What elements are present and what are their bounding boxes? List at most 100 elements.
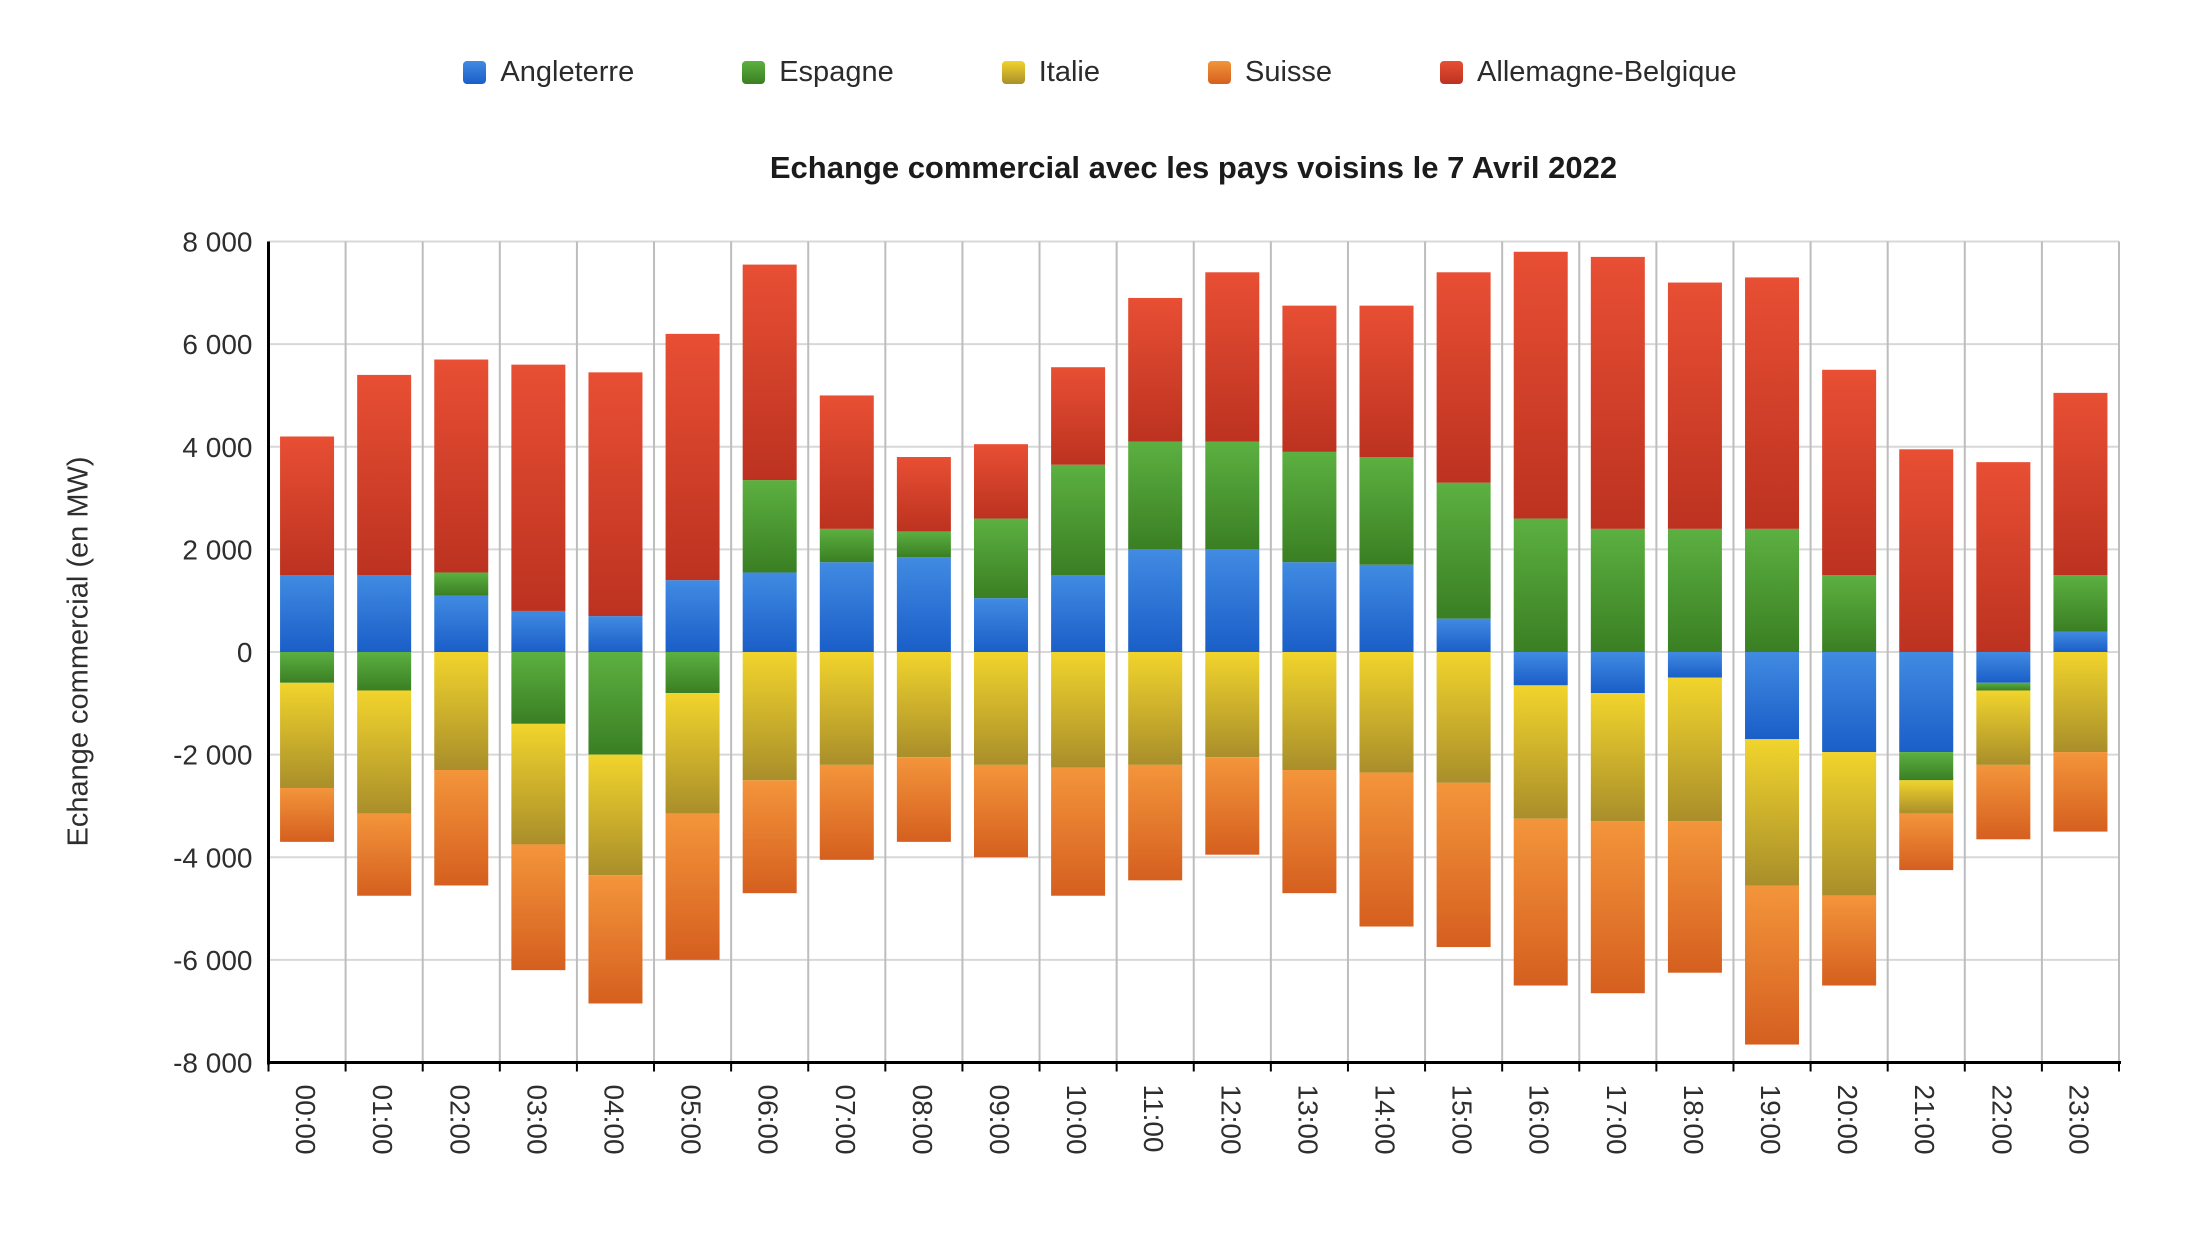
legend-item-allemagne-belgique[interactable]: Allemagne-Belgique [1440,56,1737,89]
bar-segment-italie-01:00[interactable] [357,690,412,814]
bar-segment-angleterre-14:00[interactable] [1359,564,1414,652]
bar-segment-espagne-03:00[interactable] [511,652,566,724]
bar-segment-espagne-11:00[interactable] [1128,441,1183,550]
bar-segment-italie-19:00[interactable] [1745,739,1800,886]
bar-segment-allemagne-belgique-02:00[interactable] [434,359,489,573]
bar-segment-italie-00:00[interactable] [280,682,335,788]
bar-segment-allemagne-belgique-08:00[interactable] [896,457,951,532]
bar-segment-allemagne-belgique-16:00[interactable] [1513,251,1568,519]
bar-segment-allemagne-belgique-12:00[interactable] [1205,272,1260,442]
bar-segment-allemagne-belgique-04:00[interactable] [588,372,643,617]
bar-segment-italie-09:00[interactable] [973,652,1028,765]
bar-segment-espagne-06:00[interactable] [742,480,797,573]
bar-segment-espagne-21:00[interactable] [1899,752,1954,781]
legend-item-espagne[interactable]: Espagne [742,56,894,89]
bar-segment-espagne-04:00[interactable] [588,652,643,755]
bar-segment-angleterre-11:00[interactable] [1128,549,1183,652]
bar-segment-allemagne-belgique-19:00[interactable] [1745,277,1800,529]
bar-segment-allemagne-belgique-01:00[interactable] [357,374,412,576]
bar-segment-angleterre-02:00[interactable] [434,595,489,652]
bar-segment-allemagne-belgique-23:00[interactable] [2053,392,2108,576]
bar-segment-angleterre-23:00[interactable] [2053,631,2108,652]
bar-segment-angleterre-01:00[interactable] [357,575,412,652]
bar-segment-angleterre-13:00[interactable] [1282,562,1337,652]
bar-segment-espagne-12:00[interactable] [1205,441,1260,550]
bar-segment-italie-18:00[interactable] [1667,677,1722,822]
bar-segment-allemagne-belgique-21:00[interactable] [1899,449,1954,652]
bar-segment-angleterre-17:00[interactable] [1590,652,1645,694]
bar-segment-espagne-17:00[interactable] [1590,528,1645,652]
bar-segment-italie-20:00[interactable] [1822,752,1877,896]
bar-segment-italie-08:00[interactable] [896,652,951,758]
bar-segment-italie-05:00[interactable] [665,693,720,814]
bar-segment-suisse-23:00[interactable] [2053,752,2108,832]
bar-segment-suisse-16:00[interactable] [1513,818,1568,986]
bar-segment-suisse-19:00[interactable] [1745,885,1800,1045]
bar-segment-espagne-02:00[interactable] [434,572,489,596]
bar-segment-angleterre-15:00[interactable] [1436,618,1491,652]
bar-segment-espagne-10:00[interactable] [1051,464,1106,576]
bar-segment-suisse-01:00[interactable] [357,813,412,896]
bar-segment-angleterre-09:00[interactable] [973,598,1028,652]
bar-segment-espagne-09:00[interactable] [973,518,1028,599]
bar-segment-angleterre-21:00[interactable] [1899,652,1954,753]
bar-segment-espagne-18:00[interactable] [1667,528,1722,652]
bar-segment-angleterre-07:00[interactable] [819,562,874,652]
bar-segment-angleterre-12:00[interactable] [1205,549,1260,652]
bar-segment-allemagne-belgique-18:00[interactable] [1667,282,1722,529]
bar-segment-angleterre-10:00[interactable] [1051,575,1106,652]
bar-segment-espagne-07:00[interactable] [819,528,874,563]
bar-segment-allemagne-belgique-07:00[interactable] [819,395,874,529]
bar-segment-italie-11:00[interactable] [1128,652,1183,765]
bar-segment-suisse-12:00[interactable] [1205,757,1260,855]
bar-segment-suisse-21:00[interactable] [1899,813,1954,871]
bar-segment-suisse-10:00[interactable] [1051,767,1106,896]
bar-segment-espagne-19:00[interactable] [1745,528,1800,652]
bar-segment-angleterre-19:00[interactable] [1745,652,1800,740]
bar-segment-suisse-04:00[interactable] [588,875,643,1004]
legend-item-angleterre[interactable]: Angleterre [463,56,634,89]
bar-segment-angleterre-22:00[interactable] [1976,652,2031,683]
bar-segment-angleterre-03:00[interactable] [511,610,566,652]
bar-segment-suisse-03:00[interactable] [511,844,566,971]
bar-segment-italie-14:00[interactable] [1359,652,1414,773]
bar-segment-suisse-05:00[interactable] [665,813,720,960]
bar-segment-angleterre-08:00[interactable] [896,557,951,652]
bar-segment-suisse-14:00[interactable] [1359,772,1414,927]
bar-segment-suisse-08:00[interactable] [896,757,951,842]
bar-segment-allemagne-belgique-11:00[interactable] [1128,297,1183,442]
bar-segment-italie-12:00[interactable] [1205,652,1260,758]
bar-segment-suisse-02:00[interactable] [434,770,489,886]
bar-segment-espagne-00:00[interactable] [280,652,335,683]
bar-segment-italie-07:00[interactable] [819,652,874,765]
bar-segment-italie-17:00[interactable] [1590,693,1645,822]
bar-segment-allemagne-belgique-06:00[interactable] [742,264,797,481]
bar-segment-italie-02:00[interactable] [434,652,489,771]
bar-segment-espagne-15:00[interactable] [1436,482,1491,619]
bar-segment-italie-03:00[interactable] [511,723,566,845]
bar-segment-allemagne-belgique-10:00[interactable] [1051,367,1106,465]
bar-segment-italie-23:00[interactable] [2053,652,2108,753]
bar-segment-suisse-13:00[interactable] [1282,770,1337,894]
bar-segment-allemagne-belgique-09:00[interactable] [973,444,1028,519]
bar-segment-allemagne-belgique-22:00[interactable] [1976,462,2031,652]
bar-segment-angleterre-18:00[interactable] [1667,652,1722,678]
bar-segment-suisse-22:00[interactable] [1976,764,2031,840]
bar-segment-espagne-05:00[interactable] [665,652,720,694]
bar-segment-espagne-01:00[interactable] [357,652,412,691]
bar-segment-espagne-20:00[interactable] [1822,575,1877,652]
bar-segment-italie-04:00[interactable] [588,754,643,876]
bar-segment-allemagne-belgique-00:00[interactable] [280,436,335,576]
bar-segment-angleterre-06:00[interactable] [742,572,797,652]
legend-item-italie[interactable]: Italie [1001,56,1100,89]
legend-item-suisse[interactable]: Suisse [1207,56,1332,89]
bar-segment-espagne-23:00[interactable] [2053,575,2108,632]
bar-segment-angleterre-16:00[interactable] [1513,652,1568,686]
bar-segment-suisse-00:00[interactable] [280,787,335,842]
bar-segment-italie-22:00[interactable] [1976,690,2031,765]
bar-segment-espagne-14:00[interactable] [1359,457,1414,565]
bar-segment-italie-15:00[interactable] [1436,652,1491,783]
bar-segment-angleterre-20:00[interactable] [1822,652,1877,753]
bar-segment-allemagne-belgique-17:00[interactable] [1590,256,1645,529]
bar-segment-allemagne-belgique-03:00[interactable] [511,364,566,611]
